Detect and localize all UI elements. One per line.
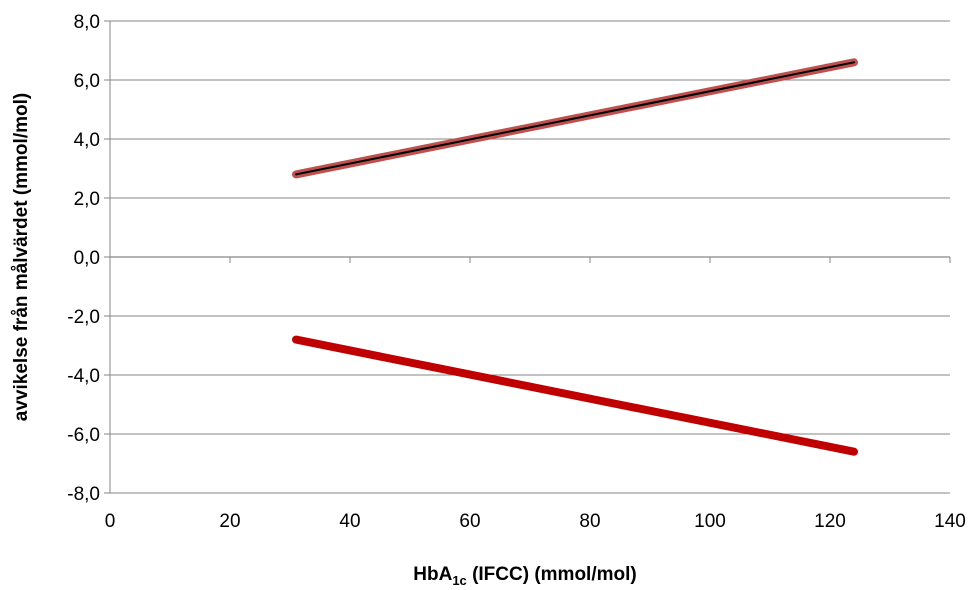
y-tick-label-5: 2,0 — [74, 189, 100, 210]
x-axis-title-main: HbA — [413, 564, 452, 585]
x-tick-label-3: 60 — [459, 511, 480, 532]
x-axis-title-rest: (IFCC) (mmol/mol) — [467, 564, 637, 585]
y-axis-title: avvikelse från målvärdet (mmol/mol) — [11, 93, 32, 421]
gridlines — [110, 20, 950, 494]
y-tick-label-4: 0,0 — [74, 248, 100, 269]
series-line-1 — [292, 335, 858, 456]
series-line-0-inner — [295, 61, 855, 176]
y-tick-label-7: 6,0 — [74, 71, 100, 92]
y-tick-label-0: -8,0 — [67, 484, 100, 505]
x-tick-label-5: 100 — [694, 511, 726, 532]
series-layer — [292, 58, 858, 456]
y-tick-label-8: 8,0 — [74, 12, 100, 33]
y-tick-label-6: 4,0 — [74, 130, 100, 151]
y-tick-label-1: -6,0 — [67, 425, 100, 446]
x-tick-label-4: 80 — [579, 511, 600, 532]
x-axis-title-sub: 1c — [452, 573, 466, 588]
x-tick-label-0: 0 — [105, 511, 116, 532]
x-tick-label-1: 20 — [219, 511, 240, 532]
y-tick-label-2: -4,0 — [67, 366, 100, 387]
axes — [104, 20, 951, 494]
x-tick-label-7: 140 — [934, 511, 966, 532]
y-tick-label-3: -2,0 — [67, 307, 100, 328]
x-axis-title: HbA1c (IFCC) (mmol/mol) — [413, 564, 636, 588]
x-tick-label-6: 120 — [814, 511, 846, 532]
x-tick-label-2: 40 — [339, 511, 360, 532]
tick-labels: -8,0 -6,0 -4,0 -2,0 0,0 2,0 4,0 6,0 8,0 0 20 40 60 80… — [67, 12, 966, 532]
